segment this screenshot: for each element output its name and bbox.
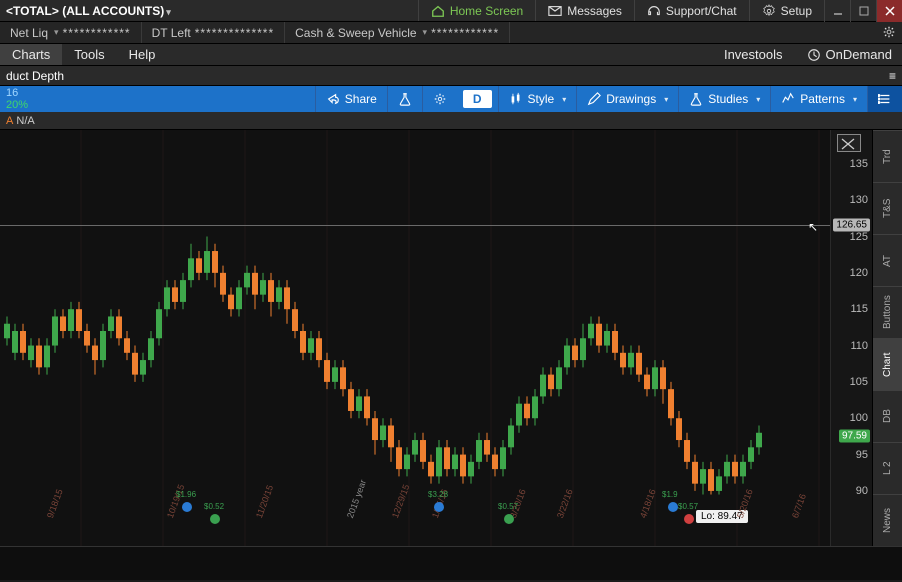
list-icon (878, 92, 892, 106)
axis-toggle-icon[interactable] (837, 134, 861, 152)
candle-icon (509, 92, 523, 106)
list-icon[interactable]: ≡ (889, 69, 902, 83)
home-icon (431, 4, 445, 18)
home-button[interactable]: Home Screen (418, 0, 535, 21)
chart-canvas[interactable]: Lo: 89.47 9/18/1510/19/1511/20/152015 ye… (0, 130, 830, 546)
menu-investools[interactable]: Investools (710, 44, 797, 65)
menu-tools[interactable]: Tools (62, 44, 116, 65)
chart-toolbar: 16 20% Share D Style▾ Drawings▾ Studies▾… (0, 86, 902, 112)
flask-icon (398, 92, 412, 106)
product-depth-tab[interactable]: duct Depth (6, 69, 64, 83)
sub-tab-row: duct Depth ≡ (0, 66, 902, 86)
settings-button[interactable] (422, 86, 457, 112)
flask-button[interactable] (387, 86, 422, 112)
style-button[interactable]: Style▾ (498, 86, 577, 112)
flask-icon (689, 92, 703, 106)
share-icon (326, 92, 340, 106)
sidetab-buttons[interactable]: Buttons (873, 286, 902, 338)
sub-chart[interactable] (0, 546, 902, 580)
patterns-icon (781, 92, 795, 106)
mouse-cursor: ↖ (808, 220, 818, 234)
clock-icon (807, 48, 821, 62)
menu-help[interactable]: Help (117, 44, 168, 65)
drawings-button[interactable]: Drawings▾ (576, 86, 678, 112)
title-bar: <TOTAL> (ALL ACCOUNTS)▾ Home Screen Mess… (0, 0, 902, 22)
menu-charts[interactable]: Charts (0, 44, 62, 65)
messages-button[interactable]: Messages (535, 0, 634, 21)
side-tabs: TrdT&SATButtonsChartDBL 2News (872, 130, 902, 546)
maximize-button[interactable] (850, 0, 876, 22)
sidetab-chart[interactable]: Chart (873, 338, 902, 390)
support-button[interactable]: Support/Chat (634, 0, 749, 21)
sidetab-at[interactable]: AT (873, 234, 902, 286)
sidetab-l2[interactable]: L 2 (873, 442, 902, 494)
studies-button[interactable]: Studies▾ (678, 86, 770, 112)
menu-ondemand[interactable]: OnDemand (797, 44, 902, 65)
account-selector[interactable]: <TOTAL> (ALL ACCOUNTS)▾ (0, 4, 171, 18)
gear-icon (433, 92, 447, 106)
dt-left: DT Left ************** (142, 22, 286, 43)
data-label-row: A N/A (0, 112, 902, 130)
sidetab-trd[interactable]: Trd (873, 130, 902, 182)
share-button[interactable]: Share (315, 86, 387, 112)
timeframe-d[interactable]: D (463, 90, 492, 108)
account-info-bar: Net Liq▾ ************ DT Left **********… (0, 22, 902, 44)
headset-icon (647, 4, 661, 18)
close-button[interactable] (876, 0, 902, 22)
patterns-button[interactable]: Patterns▾ (770, 86, 867, 112)
sidetab-ts[interactable]: T&S (873, 182, 902, 234)
sidetab-news[interactable]: News (873, 494, 902, 546)
setup-button[interactable]: Setup (749, 0, 824, 21)
gear-icon (762, 4, 776, 18)
crosshair-line (0, 225, 830, 226)
pencil-icon (587, 92, 601, 106)
minimize-button[interactable] (824, 0, 850, 22)
menu-bar: Charts Tools Help Investools OnDemand (0, 44, 902, 66)
x-axis-labels: 9/18/1510/19/1511/20/152015 year12/29/15… (0, 516, 830, 528)
net-liq[interactable]: Net Liq▾ ************ (0, 22, 142, 43)
settings-gear-icon[interactable] (882, 25, 896, 39)
cash-sweep[interactable]: Cash & Sweep Vehicle▾ ************ (285, 22, 510, 43)
chart-symbol-info: 16 20% (0, 87, 28, 111)
envelope-icon (548, 4, 562, 18)
chart-main: Lo: 89.47 9/18/1510/19/1511/20/152015 ye… (0, 130, 902, 546)
sidetab-db[interactable]: DB (873, 390, 902, 442)
y-axis: 1351301251201151101051009590126.6597.59 (830, 130, 872, 546)
candlestick-chart (0, 130, 830, 546)
list-toggle[interactable] (867, 86, 902, 112)
